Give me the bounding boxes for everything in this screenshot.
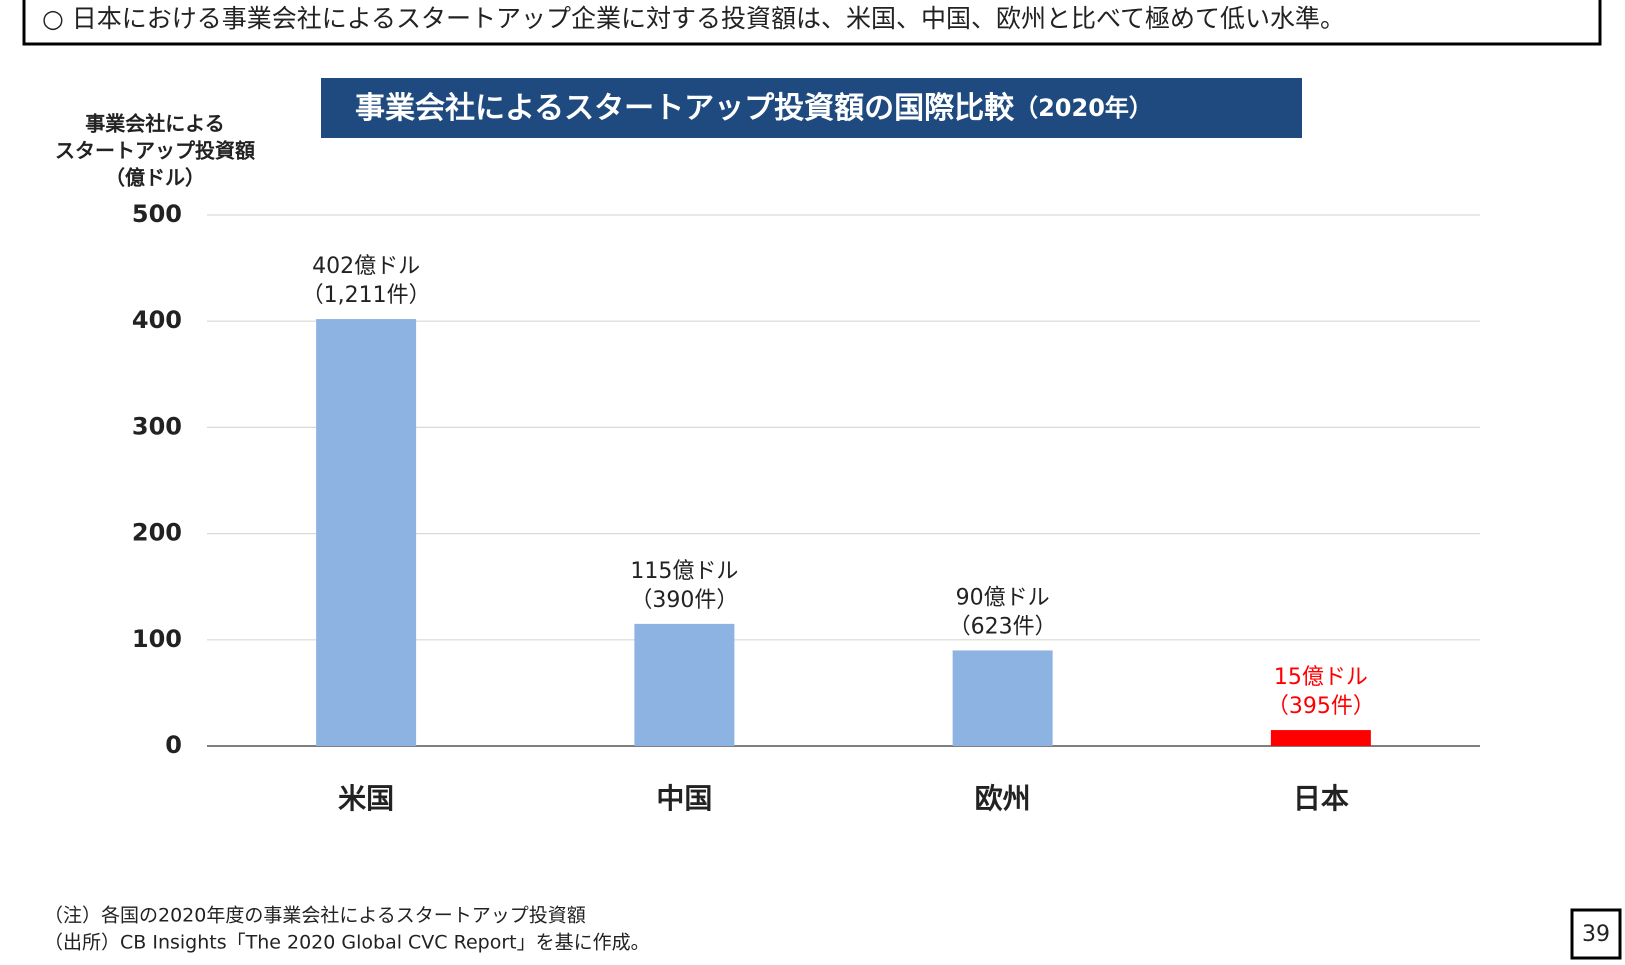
- y-tick-label: 300: [132, 412, 182, 440]
- count-label: （1,211件）: [302, 283, 431, 308]
- value-label: 15億ドル: [1274, 665, 1368, 690]
- bar: [316, 319, 417, 746]
- chart-title: 事業会社によるスタートアップ投資額の国際比較（2020年）: [355, 91, 1153, 126]
- x-tick-label: 米国: [338, 782, 394, 815]
- count-label: （623件）: [949, 614, 1057, 639]
- page-number-box: [1570, 908, 1622, 960]
- y-axis-label: 事業会社による: [85, 112, 224, 136]
- y-tick-label: 100: [132, 625, 182, 653]
- y-axis-label: スタートアップ投資額: [55, 139, 255, 163]
- count-label: （390件）: [630, 588, 738, 613]
- x-tick-label: 欧州: [975, 782, 1031, 815]
- bar: [634, 623, 735, 746]
- title-suffix: （2020年）: [1014, 94, 1153, 122]
- y-tick-label: 0: [165, 731, 182, 759]
- y-tick-label: 200: [132, 519, 182, 547]
- x-tick-label: 日本: [1293, 782, 1349, 815]
- title-box: [321, 78, 1302, 138]
- header-text: ○ 日本における事業会社によるスタートアップ企業に対する投資額は、米国、中国、欧…: [42, 4, 1345, 33]
- page-number: 39: [1582, 922, 1610, 947]
- bar: [1270, 730, 1371, 746]
- y-tick-label: 500: [132, 200, 182, 228]
- x-tick-label: 中国: [656, 782, 712, 815]
- title-main: 事業会社によるスタートアップ投資額の国際比較: [355, 91, 1015, 126]
- value-label: 402億ドル: [312, 254, 420, 279]
- count-label: （395件）: [1267, 694, 1375, 719]
- value-label: 90億ドル: [956, 585, 1050, 610]
- note: （出所）CB Insights「The 2020 Global CVC Repo…: [44, 932, 650, 954]
- note: （注）各国の2020年度の事業会社によるスタートアップ投資額: [44, 905, 586, 927]
- bar: [952, 650, 1053, 746]
- header-box: [22, 0, 1602, 46]
- value-label: 115億ドル: [630, 559, 738, 584]
- y-tick-label: 400: [132, 306, 182, 334]
- y-axis-label: （億ドル）: [105, 166, 205, 190]
